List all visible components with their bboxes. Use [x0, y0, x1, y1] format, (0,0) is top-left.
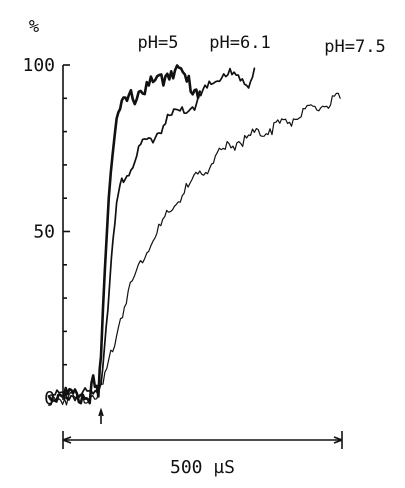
y-tick-label: 50 — [33, 222, 55, 243]
series-line-1 — [47, 64, 202, 405]
series-line-2 — [48, 67, 256, 406]
y-axis-label: % — [29, 17, 39, 37]
scale-bar-label: 500 µS — [170, 457, 235, 478]
scale-bar-arrow-left — [62, 436, 72, 441]
scale-bar-arrow-left — [62, 439, 72, 444]
y-tick-label: 100 — [22, 55, 55, 76]
traces — [47, 64, 341, 406]
series-line-3 — [48, 92, 341, 406]
scale-bar-arrow-right — [333, 439, 343, 444]
stimulus-marker-head — [98, 407, 104, 417]
series-label-2: pH=6.1 — [209, 33, 270, 53]
labels: 0 50 100% 500 µS pH=5 pH=6.1 pH=7.5 — [22, 17, 385, 478]
scale-bar-arrow-right — [333, 436, 343, 441]
axes — [62, 64, 343, 449]
y-tick-label: 0 — [44, 388, 55, 409]
series-label-3: pH=7.5 — [324, 37, 385, 57]
series-label-1: pH=5 — [138, 33, 179, 53]
